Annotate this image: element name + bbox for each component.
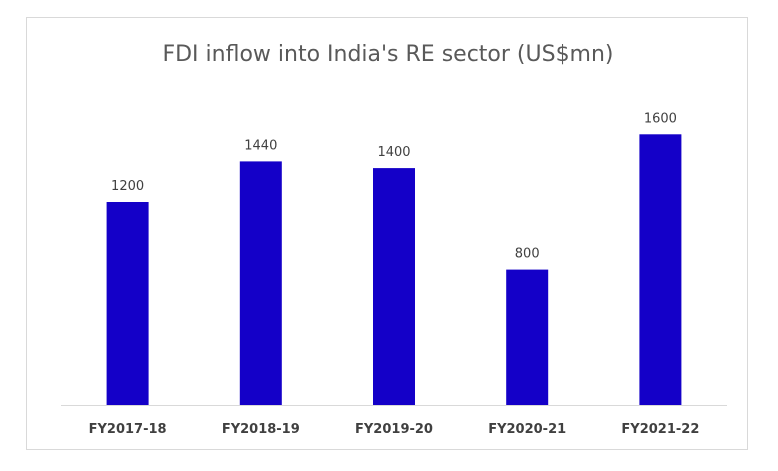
- bar-fy2018-19: [239, 161, 282, 405]
- chart-frame: FDI inflow into India's RE sector (US$mn…: [26, 17, 748, 450]
- data-label-fy2017-18: 1200: [111, 179, 144, 194]
- x-tick-label-fy2020-21: FY2020-21: [488, 422, 566, 437]
- bar-chart: FDI inflow into India's RE sector (US$mn…: [61, 42, 727, 437]
- data-label-fy2018-19: 1440: [244, 138, 277, 153]
- data-label-fy2021-22: 1600: [644, 111, 677, 126]
- data-label-fy2020-21: 800: [515, 247, 540, 262]
- x-tick-label-fy2019-20: FY2019-20: [355, 422, 433, 437]
- bar-fy2017-18: [106, 202, 149, 405]
- data-labels-group: 1200 1440 1400 800 1600: [111, 111, 677, 261]
- x-tick-label-fy2021-22: FY2021-22: [621, 422, 699, 437]
- chart-title: FDI inflow into India's RE sector (US$mn…: [162, 42, 613, 67]
- data-label-fy2019-20: 1400: [377, 145, 410, 160]
- bar-fy2020-21: [506, 269, 549, 405]
- x-tick-label-fy2018-19: FY2018-19: [222, 422, 300, 437]
- bar-fy2019-20: [373, 168, 415, 405]
- x-tick-labels-group: FY2017-18 FY2018-19 FY2019-20 FY2020-21 FY20…: [89, 422, 700, 437]
- bar-fy2021-22: [639, 134, 682, 406]
- x-tick-label-fy2017-18: FY2017-18: [89, 422, 167, 437]
- bars-group: [106, 134, 682, 406]
